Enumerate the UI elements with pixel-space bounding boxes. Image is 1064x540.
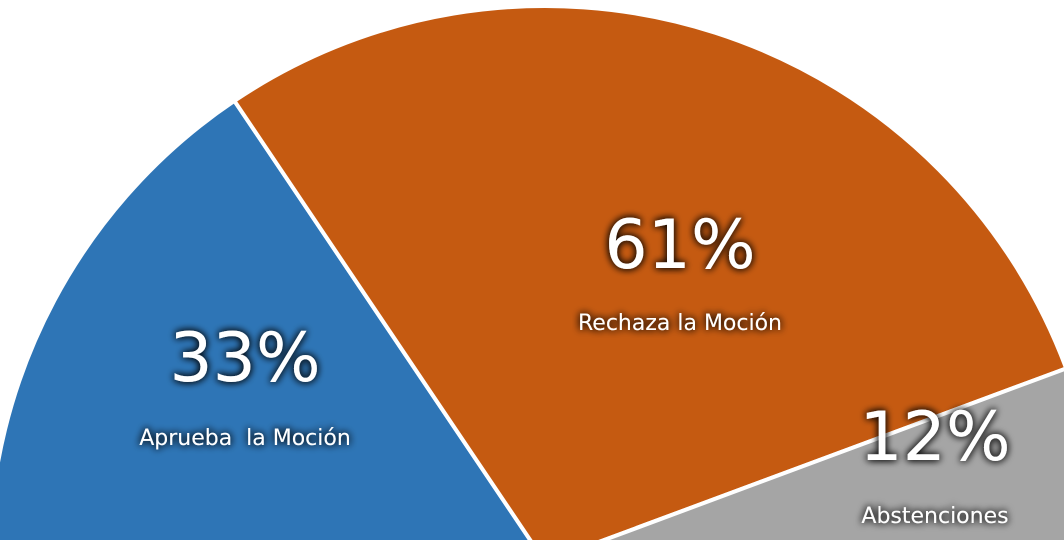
category-label: Abstenciones xyxy=(861,504,1008,529)
slice xyxy=(598,367,1064,540)
category-label: Rechaza la Moción xyxy=(578,311,782,336)
slice xyxy=(0,98,533,540)
value-label: 12% xyxy=(859,398,1010,477)
value-label: 61% xyxy=(604,206,755,285)
slice xyxy=(232,3,1064,540)
slices xyxy=(0,3,1064,540)
category-label: Aprueba la Moción xyxy=(139,426,351,451)
value-label: 33% xyxy=(169,319,320,398)
labels: 33% Aprueba la Moción 61% Rechaza la Moción… xyxy=(139,206,1010,529)
